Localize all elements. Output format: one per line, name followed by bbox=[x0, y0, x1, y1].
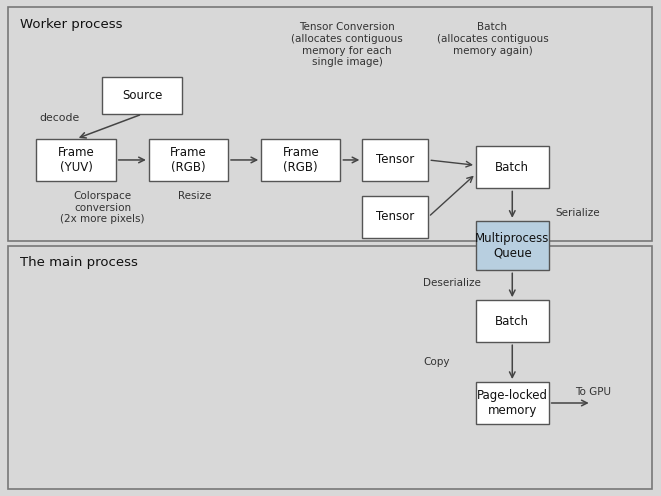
Text: Deserialize: Deserialize bbox=[423, 278, 481, 288]
Text: Tensor: Tensor bbox=[376, 153, 414, 167]
FancyBboxPatch shape bbox=[476, 382, 549, 424]
Text: decode: decode bbox=[40, 113, 80, 123]
Text: Frame
(RGB): Frame (RGB) bbox=[170, 146, 207, 174]
Text: Worker process: Worker process bbox=[20, 18, 122, 31]
Text: Source: Source bbox=[122, 89, 163, 102]
Text: To GPU: To GPU bbox=[575, 387, 611, 397]
FancyBboxPatch shape bbox=[102, 77, 182, 114]
Text: Frame
(YUV): Frame (YUV) bbox=[58, 146, 95, 174]
Text: Multiprocess
Queue: Multiprocess Queue bbox=[475, 232, 549, 259]
Text: Batch: Batch bbox=[495, 161, 529, 174]
FancyBboxPatch shape bbox=[476, 221, 549, 270]
FancyBboxPatch shape bbox=[476, 146, 549, 188]
Text: Copy: Copy bbox=[423, 357, 449, 367]
Text: Batch
(allocates contiguous
memory again): Batch (allocates contiguous memory again… bbox=[436, 22, 549, 56]
FancyBboxPatch shape bbox=[261, 139, 340, 181]
Text: The main process: The main process bbox=[20, 256, 137, 269]
FancyBboxPatch shape bbox=[36, 139, 116, 181]
Text: Tensor: Tensor bbox=[376, 210, 414, 224]
FancyBboxPatch shape bbox=[362, 139, 428, 181]
Text: Page-locked
memory: Page-locked memory bbox=[477, 389, 548, 417]
Text: Colorspace
conversion
(2x more pixels): Colorspace conversion (2x more pixels) bbox=[60, 191, 145, 224]
Text: Resize: Resize bbox=[178, 191, 212, 201]
FancyBboxPatch shape bbox=[8, 246, 652, 489]
FancyBboxPatch shape bbox=[8, 7, 652, 241]
Text: Serialize: Serialize bbox=[555, 208, 600, 218]
FancyBboxPatch shape bbox=[362, 196, 428, 238]
FancyBboxPatch shape bbox=[476, 300, 549, 342]
Text: Tensor Conversion
(allocates contiguous
memory for each
single image): Tensor Conversion (allocates contiguous … bbox=[291, 22, 403, 67]
FancyBboxPatch shape bbox=[149, 139, 228, 181]
Text: Batch: Batch bbox=[495, 314, 529, 328]
Text: Frame
(RGB): Frame (RGB) bbox=[282, 146, 319, 174]
